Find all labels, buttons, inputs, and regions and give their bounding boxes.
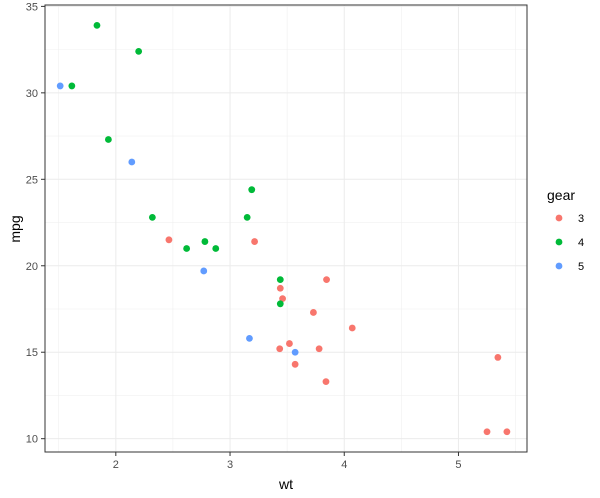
x-axis-title: wt — [278, 476, 293, 492]
data-point-gear-4 — [276, 276, 284, 283]
data-point-gear-3 — [315, 345, 323, 353]
legend-key-gear-4 — [555, 238, 563, 246]
y-axis-title: mpg — [7, 215, 23, 242]
x-axis-ticks: 2 3 4 5 — [113, 452, 462, 471]
data-point-gear-4 — [93, 22, 101, 29]
data-point-gear-3 — [483, 428, 491, 436]
data-point-gear-5 — [291, 348, 299, 356]
y-tick-label: 15 — [26, 347, 38, 359]
data-points — [56, 22, 511, 436]
data-point-gear-3 — [279, 295, 286, 303]
data-point-gear-3 — [251, 238, 258, 245]
data-point-gear-5 — [56, 82, 64, 90]
legend-label-gear-5: 5 — [578, 261, 584, 273]
data-point-gear-4 — [243, 213, 251, 221]
data-point-gear-3 — [503, 428, 511, 436]
legend-label-gear-4: 4 — [578, 237, 584, 249]
data-point-gear-3 — [286, 340, 293, 347]
data-point-gear-5 — [128, 158, 136, 166]
data-point-gear-4 — [212, 245, 220, 252]
legend-title: gear — [547, 187, 575, 203]
y-tick-label: 20 — [26, 261, 38, 273]
data-point-gear-4 — [104, 136, 112, 143]
data-point-gear-4 — [201, 238, 209, 245]
data-point-gear-3 — [276, 345, 284, 353]
data-point-gear-4 — [276, 300, 284, 308]
legend-key-gear-3 — [555, 214, 563, 222]
y-axis-ticks: 10 15 20 25 30 35 — [26, 1, 45, 446]
data-point-gear-3 — [323, 276, 330, 283]
y-tick-label: 10 — [26, 434, 38, 446]
data-point-gear-3 — [291, 360, 299, 368]
data-point-gear-3 — [348, 324, 356, 332]
data-point-gear-4 — [248, 186, 256, 194]
data-point-gear-3 — [276, 284, 284, 292]
minor-gridlines — [45, 5, 527, 452]
x-tick-label: 4 — [341, 459, 347, 471]
plot-panel — [45, 5, 527, 452]
major-gridlines — [45, 5, 527, 452]
data-point-gear-4 — [183, 245, 191, 252]
data-point-gear-4 — [68, 82, 76, 90]
plot-border — [44, 4, 528, 453]
data-point-gear-3 — [494, 354, 502, 361]
x-tick-label: 3 — [227, 459, 233, 471]
legend-label-gear-3: 3 — [578, 213, 584, 225]
y-tick-label: 30 — [26, 88, 38, 100]
y-tick-label: 35 — [26, 1, 38, 13]
y-tick-label: 25 — [26, 174, 38, 186]
x-tick-label: 2 — [113, 459, 119, 471]
data-point-gear-5 — [200, 267, 208, 275]
data-point-gear-4 — [135, 47, 143, 55]
legend: gear 3 4 5 — [547, 187, 584, 273]
data-point-gear-4 — [148, 213, 156, 221]
data-point-gear-3 — [310, 309, 317, 316]
legend-key-gear-5 — [555, 262, 563, 270]
data-point-gear-3 — [165, 236, 173, 244]
data-point-gear-3 — [322, 378, 330, 386]
data-point-gear-5 — [246, 334, 253, 342]
x-tick-label: 5 — [455, 459, 461, 471]
